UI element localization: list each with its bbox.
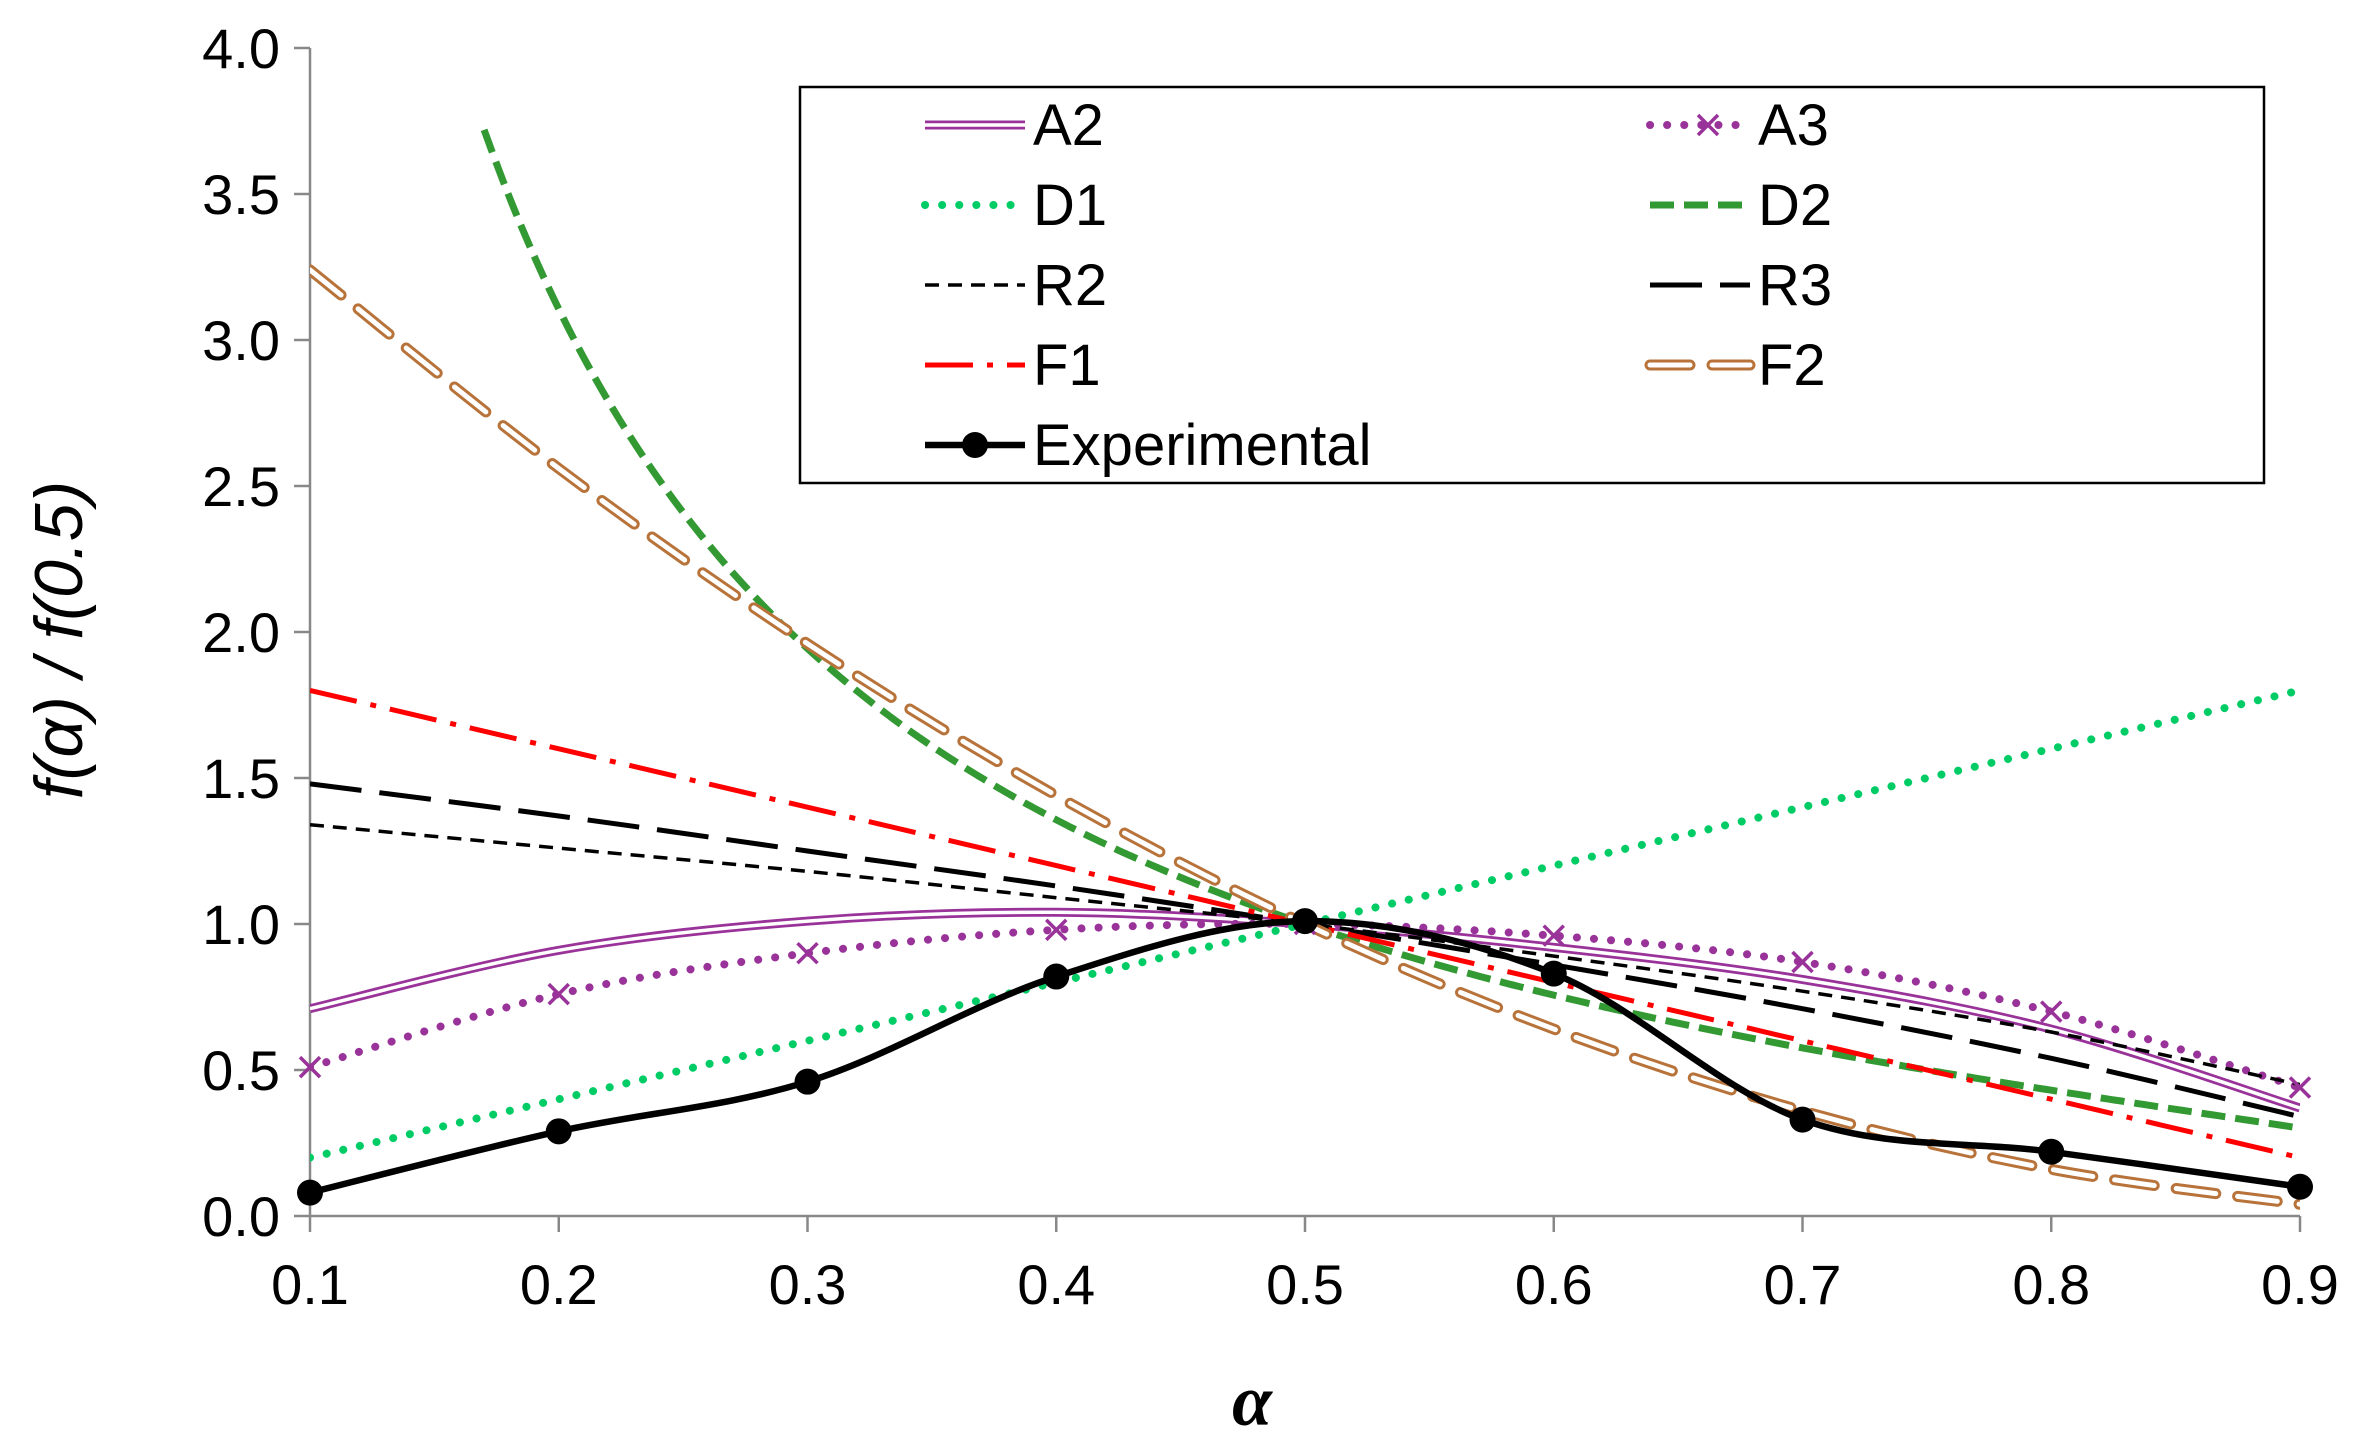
legend-marker-a3-stroke-b bbox=[1696, 113, 1720, 137]
x-tick-label: 0.3 bbox=[769, 1253, 847, 1316]
marker-a3-stroke-b bbox=[1791, 950, 1814, 974]
marker-a3 bbox=[1542, 924, 1565, 947]
legend-box bbox=[798, 85, 2266, 485]
marker-experimental bbox=[297, 1179, 323, 1206]
y-tick-label: 2.5 bbox=[202, 455, 280, 518]
series-line-experimental bbox=[310, 917, 2300, 1196]
x-tick-label: 0.9 bbox=[2261, 1253, 2339, 1316]
y-tick-label: 2.0 bbox=[202, 601, 280, 664]
y-tick-label: 3.5 bbox=[202, 163, 280, 226]
marker-a3-stroke-b bbox=[547, 982, 570, 1006]
marker-a3 bbox=[796, 941, 819, 965]
marker-a3-stroke-b bbox=[2288, 1076, 2312, 1099]
legend-label-r2: R2 bbox=[1033, 253, 1107, 318]
marker-experimental bbox=[1043, 963, 1070, 990]
legend: A2 A3 D1 D2 R2 R3 F1 F2 Experimental bbox=[798, 85, 2266, 485]
x-tick-label: 0.7 bbox=[1764, 1253, 1842, 1316]
legend-label-r3: R3 bbox=[1758, 253, 1832, 318]
legend-item-experimental: Experimental bbox=[925, 413, 1371, 478]
y-tick-label: 0.5 bbox=[202, 1039, 280, 1102]
legend-marker-experimental bbox=[962, 432, 988, 458]
legend-item-d1: D1 bbox=[921, 173, 1107, 238]
marker-a3 bbox=[2040, 1000, 2063, 1023]
legend-label-experimental: Experimental bbox=[1033, 413, 1371, 478]
y-axis-title: f(α) / f(0.5) bbox=[21, 481, 97, 799]
marker-a3 bbox=[1791, 950, 1814, 974]
legend-item-r3: R3 bbox=[1650, 253, 1832, 318]
legend-label-f2: F2 bbox=[1758, 333, 1826, 398]
markers-layer bbox=[297, 908, 2313, 1206]
series-line-a2-inner bbox=[310, 910, 2300, 1110]
marker-experimental bbox=[1789, 1106, 1816, 1133]
legend-item-f2: F2 bbox=[1644, 333, 1826, 398]
marker-a3 bbox=[298, 1055, 322, 1079]
marker-a3 bbox=[1045, 918, 1068, 942]
marker-a3-stroke-b bbox=[298, 1055, 322, 1079]
marker-experimental bbox=[2038, 1138, 2065, 1165]
legend-item-a3: A3 bbox=[1646, 93, 1829, 158]
legend-label-f1: F1 bbox=[1033, 333, 1101, 398]
y-tick-label: 0.0 bbox=[202, 1185, 280, 1248]
axes: 0.0 0.5 1.0 1.5 2.0 2.5 3.0 3.5 4.0 0.1 0.2 0.3 0.4 0… bbox=[202, 17, 2339, 1316]
series-line-r3 bbox=[310, 781, 2300, 1120]
legend-label-a2: A2 bbox=[1033, 93, 1104, 158]
y-tick-label: 1.5 bbox=[202, 747, 280, 810]
marker-experimental bbox=[545, 1118, 572, 1145]
legend-label-a3: A3 bbox=[1758, 93, 1829, 158]
legend-item-r2: R2 bbox=[925, 253, 1107, 318]
marker-a3 bbox=[547, 982, 570, 1006]
marker-a3-stroke-b bbox=[1542, 924, 1565, 947]
legend-label-d1: D1 bbox=[1033, 173, 1107, 238]
marker-a3 bbox=[2288, 1076, 2312, 1099]
x-tick-label: 0.6 bbox=[1515, 1253, 1593, 1316]
marker-experimental bbox=[794, 1068, 821, 1095]
x-tick-label: 0.4 bbox=[1017, 1253, 1095, 1316]
series-line-f2-inner bbox=[310, 267, 2300, 1207]
legend-label-d2: D2 bbox=[1758, 173, 1832, 238]
marker-experimental bbox=[2287, 1173, 2313, 1200]
legend-item-d2: D2 bbox=[1650, 173, 1832, 238]
marker-a3-stroke-b bbox=[1045, 918, 1068, 942]
x-tick-label: 0.8 bbox=[2012, 1253, 2090, 1316]
y-tick-label: 3.0 bbox=[202, 309, 280, 372]
y-tick-label: 1.0 bbox=[202, 893, 280, 956]
marker-a3-stroke-b bbox=[2040, 1000, 2063, 1023]
y-tick-label: 4.0 bbox=[202, 17, 280, 80]
x-tick-label: 0.1 bbox=[271, 1253, 349, 1316]
marker-experimental bbox=[1540, 960, 1567, 987]
marker-experimental bbox=[1292, 908, 1318, 935]
legend-marker-a3 bbox=[1696, 113, 1720, 137]
x-tick-label: 0.2 bbox=[520, 1253, 598, 1316]
series-line-a3 bbox=[310, 919, 2300, 1092]
legend-item-f1: F1 bbox=[925, 333, 1101, 398]
legend-item-a2: A2 bbox=[925, 93, 1104, 158]
marker-a3-stroke-b bbox=[796, 941, 819, 965]
x-axis-title: α bbox=[1232, 1361, 1273, 1440]
x-tick-label: 0.5 bbox=[1266, 1253, 1344, 1316]
